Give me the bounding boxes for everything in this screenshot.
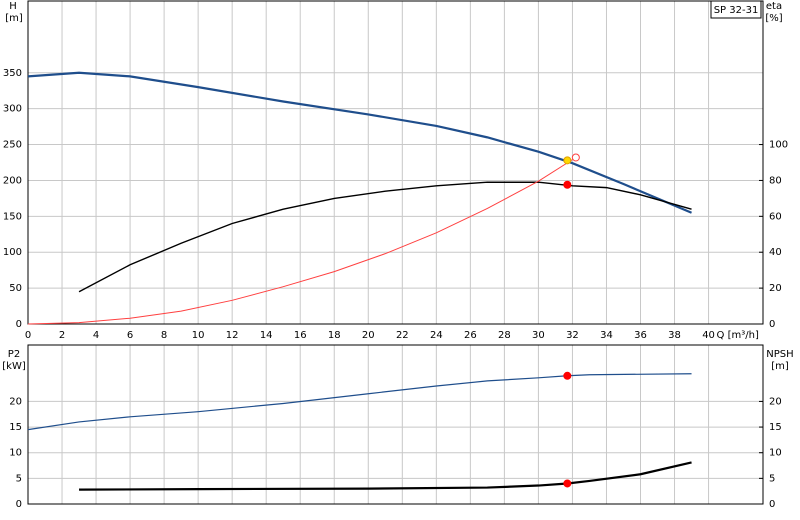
x-tick-label: 22 (396, 330, 409, 341)
curve (79, 461, 692, 491)
y2-tick-label: 100 (769, 140, 788, 151)
x-tick-label: 38 (668, 330, 681, 341)
duty-point (563, 156, 572, 165)
y2-tick-label: 20 (769, 283, 782, 294)
y2-axis-label: [%] (765, 13, 782, 24)
duty-point (563, 479, 572, 488)
y-tick-label: 300 (3, 104, 22, 115)
duty-point (571, 153, 580, 162)
x-tick-label: 36 (634, 330, 647, 341)
y2-tick-label: 0 (769, 319, 775, 330)
y-tick-label: 0 (16, 499, 22, 510)
y2-axis-label: NPSH (766, 349, 793, 360)
y2-tick-label: 15 (769, 422, 782, 433)
y-tick-label: 250 (3, 140, 22, 151)
curve (27, 71, 692, 214)
y-tick-label: 200 (3, 175, 22, 186)
y-tick-label: 100 (3, 247, 22, 258)
y-axis-label: H (9, 1, 17, 12)
x-tick-label: 8 (161, 330, 167, 341)
x-tick-label: 10 (192, 330, 205, 341)
y-tick-label: 5 (16, 473, 22, 484)
x-tick-label: 40 (702, 330, 715, 341)
y-axis-label: P2 (8, 349, 20, 360)
plot-frame (27, 0, 764, 325)
y-tick-label: 50 (9, 283, 22, 294)
y2-tick-label: 20 (769, 396, 782, 407)
x-tick-label: 6 (127, 330, 133, 341)
duty-point (563, 371, 572, 380)
y2-axis-label: eta (766, 1, 782, 12)
x-tick-label: 24 (430, 330, 443, 341)
x-tick-label: 14 (260, 330, 273, 341)
plot-frame (27, 344, 764, 505)
y2-tick-label: 10 (769, 448, 782, 459)
x-tick-label: 2 (59, 330, 65, 341)
curve (78, 181, 692, 293)
y-tick-label: 10 (9, 448, 22, 459)
x-axis-label: Q [m³/h] (717, 330, 759, 341)
y-axis-label: [m] (5, 13, 23, 24)
x-tick-label: 4 (93, 330, 99, 341)
y2-tick-label: 80 (769, 175, 782, 186)
legend-label: SP 32-31 (714, 5, 759, 16)
x-tick-label: 28 (498, 330, 511, 341)
y-tick-label: 350 (3, 68, 22, 79)
y2-tick-label: 40 (769, 247, 782, 258)
y-tick-label: 15 (9, 422, 22, 433)
y-tick-label: 0 (16, 319, 22, 330)
y2-tick-label: 0 (769, 499, 775, 510)
y2-tick-label: 5 (769, 473, 775, 484)
x-tick-label: 30 (532, 330, 545, 341)
x-tick-label: 12 (226, 330, 239, 341)
legend-box (710, 0, 762, 19)
curve (27, 159, 573, 325)
duty-point (563, 180, 572, 189)
x-tick-label: 20 (362, 330, 375, 341)
y-axis-label: [kW] (2, 361, 26, 372)
x-tick-label: 18 (328, 330, 341, 341)
y2-axis-label: [m] (771, 361, 789, 372)
y-tick-label: 150 (3, 211, 22, 222)
x-tick-label: 34 (600, 330, 613, 341)
x-tick-label: 26 (464, 330, 477, 341)
y2-tick-label: 60 (769, 211, 782, 222)
x-tick-label: 32 (566, 330, 579, 341)
y-tick-label: 20 (9, 396, 22, 407)
x-tick-label: 0 (25, 330, 31, 341)
x-tick-label: 16 (294, 330, 307, 341)
